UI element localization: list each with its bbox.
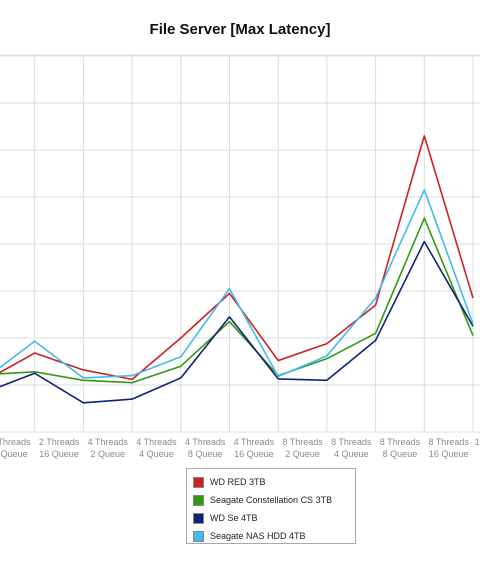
series-line [0,189,474,379]
series-lines [0,135,474,404]
x-tick-label: 8 Threads 4 Queue [331,437,372,459]
x-tick-label: 8 Threads 8 Queue [380,437,421,459]
legend-label: WD Se 4TB [210,513,258,523]
x-tick-label: 2 Threads 16 Queue [39,437,80,459]
legend-label: WD RED 3TB [210,477,266,487]
series-line [0,135,474,381]
x-tick-label: 4 Threads 2 Queue [88,437,129,459]
legend-swatch [193,530,204,542]
grid [0,54,480,433]
chart-title: File Server [Max Latency] [150,21,331,38]
legend-swatch [193,512,204,524]
legend: WD RED 3TB Seagate Constellation CS 3TB … [186,468,356,544]
legend-item: WD RED 3TB [193,473,349,491]
x-tick-label: 4 Threads 4 Queue [136,437,177,459]
legend-swatch [193,494,204,506]
series-line [0,217,474,384]
legend-item: Seagate NAS HDD 4TB [193,527,349,545]
series-line [0,240,474,404]
x-tick-label: 8 Threads 16 Queue [428,437,469,459]
legend-swatch [193,476,204,488]
x-tick-label: 4 Threads 8 Queue [185,437,226,459]
x-tick-label: 4 Threads 16 Queue [234,437,275,459]
x-tick-label: 8 Threads 2 Queue [282,437,323,459]
legend-label: Seagate NAS HDD 4TB [210,531,306,541]
legend-item: WD Se 4TB [193,509,349,527]
legend-item: Seagate Constellation CS 3TB [193,491,349,509]
legend-label: Seagate Constellation CS 3TB [210,495,333,505]
